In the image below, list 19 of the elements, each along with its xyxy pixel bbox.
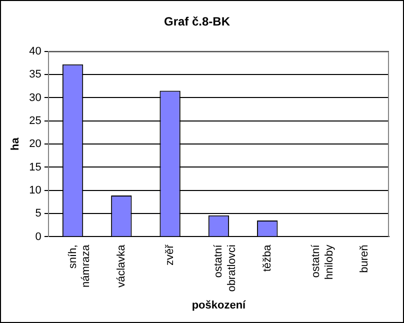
- x-tick-label: zvěř: [164, 244, 176, 266]
- x-tick-label: václavka: [115, 244, 128, 288]
- y-tick-label: 25: [29, 114, 42, 127]
- y-tick-label: 20: [29, 138, 42, 150]
- x-tick-label: ostatní obratlovci: [212, 244, 238, 292]
- y-tick-label: 0: [35, 230, 42, 243]
- x-tick-label: těžba: [261, 244, 274, 272]
- chart-title: Graf č.8-BK: [164, 14, 230, 29]
- y-axis-title: ha: [10, 136, 22, 150]
- y-tick-label: 30: [29, 92, 42, 104]
- y-tick-label: 5: [35, 208, 42, 220]
- x-tick-label: bureň: [358, 244, 371, 273]
- x-axis-title: poškození: [192, 299, 247, 312]
- x-tick-label: ostatní hniloby: [310, 244, 336, 280]
- y-tick-label: 35: [29, 68, 42, 81]
- x-tick-label: sníh, námraza: [66, 244, 92, 288]
- y-tick-label: 10: [29, 184, 42, 196]
- y-tick-label: 15: [29, 161, 42, 174]
- y-tick-label: 40: [29, 45, 42, 58]
